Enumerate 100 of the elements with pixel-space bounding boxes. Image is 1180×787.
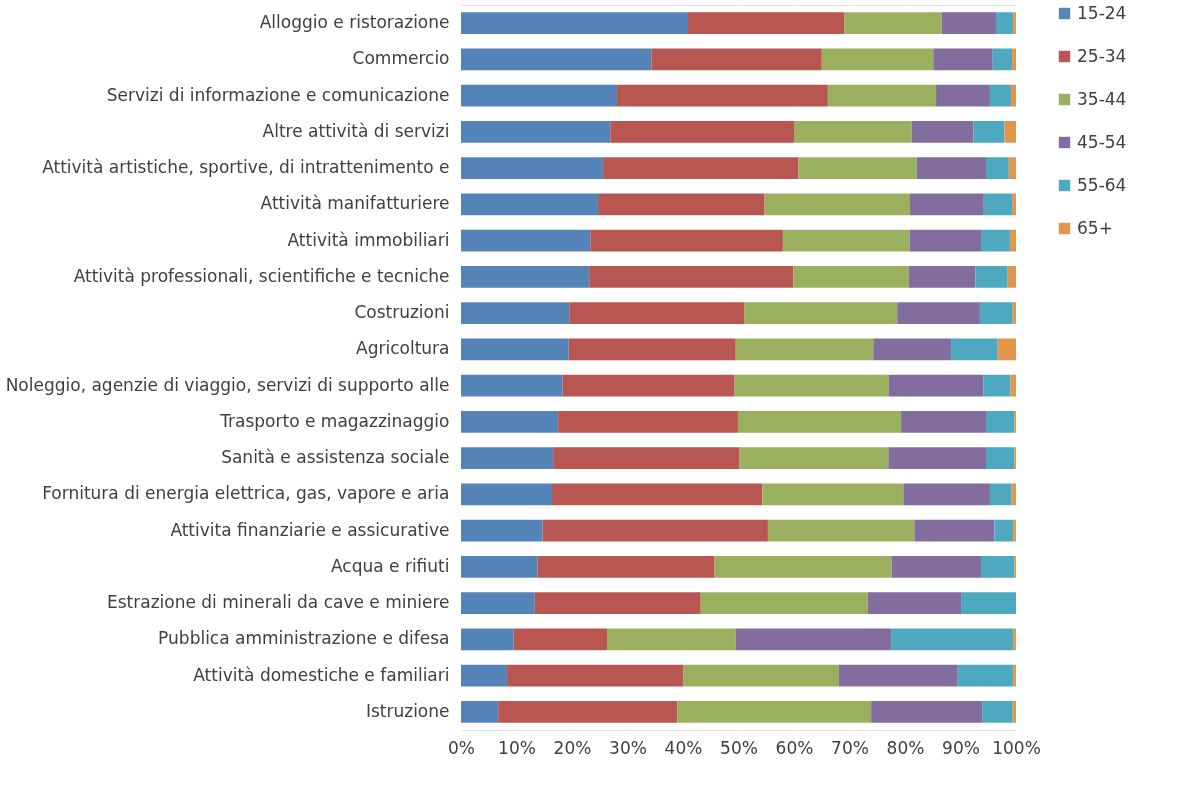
bar [461,84,617,107]
bar [739,447,889,469]
bar [558,411,738,433]
y-tick-label: Commercio [352,48,450,69]
bar [590,229,783,252]
bar [888,447,987,469]
x-tick-label: 30% [609,737,647,758]
bar [909,229,982,252]
bar [986,411,1015,433]
bar [534,592,701,614]
y-tick-label: Agricoltura [356,338,450,359]
bar [903,483,990,506]
bar [683,664,839,687]
bar [1013,12,1016,34]
legend-label: 55-64 [1077,174,1127,195]
legend-label: 15-24 [1077,2,1127,23]
bar [461,193,599,216]
bar [961,592,1016,614]
x-tick-label: 90% [942,737,980,758]
bar [598,193,765,216]
bar [610,121,794,143]
bar [737,411,902,433]
bar [461,157,604,179]
x-tick-label: 100% [992,737,1041,758]
bar [461,519,543,542]
bar [461,302,570,324]
bar [989,84,1012,107]
bar [798,157,917,179]
y-tick-label: Attività professionali, scientifiche e tecniche [73,265,450,286]
bar [914,519,995,542]
bar [461,592,535,614]
y-tick-label: Alloggio e ristorazione [259,12,450,33]
x-tick-label: 0% [448,737,475,758]
x-tick-label: 20% [553,737,592,758]
y-tick-label: Sanità e assistenza sociale [221,447,450,468]
bar [461,266,590,288]
bar [838,664,958,687]
bar [1013,664,1016,687]
bar [986,447,1015,469]
bar [714,556,892,578]
bar [552,483,763,506]
y-tick-label: Servizi di informazione e comunicazione [106,84,450,105]
bar [994,519,1014,542]
bar [1007,266,1016,288]
bar [688,12,845,34]
bar [562,374,735,397]
bar [981,556,1015,578]
bar [910,193,984,216]
bar [982,701,1013,723]
bar [569,302,745,324]
bar [979,302,1013,324]
bar [1010,374,1016,397]
bar [782,229,910,252]
bar [992,48,1013,71]
y-tick-label: Noleggio, agenzie di viaggio, servizi di supporto alle [5,374,450,395]
bar [744,302,898,324]
x-tick-label: 40% [664,737,703,758]
bar [513,628,607,651]
y-tick-label: Fornitura di energia elettrica, gas, vapore e aria [42,483,450,504]
bar [981,229,1010,252]
x-tick-label: 10% [498,737,536,758]
bar [461,229,591,252]
bar [498,701,678,723]
bar [793,266,909,288]
bar [651,48,822,71]
bar [1011,84,1016,107]
bar [794,121,912,143]
bar [941,12,997,34]
bar [983,193,1013,216]
bar [589,266,794,288]
bar [867,592,962,614]
bar [1009,229,1016,252]
bar [933,48,993,71]
bar [844,12,942,34]
bar [1012,302,1016,324]
bar [767,519,915,542]
x-tick-label: 70% [831,737,869,758]
y-tick-label: Attività immobiliari [287,229,450,250]
bar [1013,519,1016,542]
bar [734,374,889,397]
bar [616,84,828,107]
bar [1012,701,1016,723]
y-tick-label: Costruzioni [354,302,450,323]
bar [986,157,1009,179]
bar [553,447,740,469]
bar [1008,157,1016,179]
bar [735,628,892,651]
legend-label: 65+ [1077,217,1113,238]
bar [891,628,1014,651]
bar [951,338,998,361]
y-tick-label: Attività artistiche, sportive, di intrattenimento e [42,157,450,178]
bar [888,374,984,397]
bar [908,266,976,288]
y-tick-label: Attivita finanziarie e assicurative [170,519,450,540]
bar [461,628,514,651]
x-tick-label: 80% [886,737,925,758]
bar [973,121,1005,143]
bar [996,12,1014,34]
bar [461,483,553,506]
y-tick-label: Altre attività di servizi [262,120,450,141]
